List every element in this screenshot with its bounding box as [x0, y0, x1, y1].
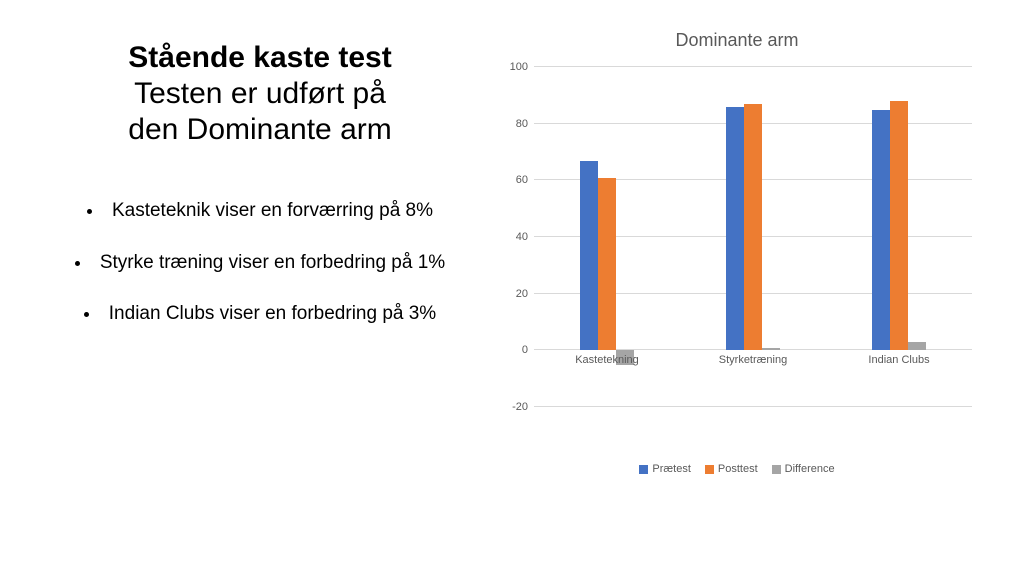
legend-label: Prætest [652, 463, 691, 475]
legend-swatch [705, 465, 714, 474]
bar-difference [762, 348, 780, 351]
y-tick-label: 0 [500, 344, 528, 356]
grid-line [534, 66, 972, 67]
bullet-list: Kasteteknik viser en forværring på 8% St… [60, 198, 460, 327]
bar-difference [908, 342, 926, 351]
right-column: Dominante arm -20 0 20 40 60 80 100 Kasteteknin… [480, 30, 994, 546]
legend-label: Posttest [718, 463, 758, 475]
title-bold: Stående kaste test [60, 40, 460, 76]
bullet-item: Indian Clubs viser en forbedring på 3% [60, 301, 460, 327]
grid-line [534, 406, 972, 407]
chart: -20 0 20 40 60 80 100 Kastetekning Styrketræning… [492, 57, 982, 457]
bar-prætest [872, 110, 890, 351]
y-tick-label: 20 [500, 288, 528, 300]
bar-posttest [890, 101, 908, 350]
x-tick-label: Kastetekning [575, 354, 639, 366]
legend-swatch [772, 465, 781, 474]
bullet-item: Kasteteknik viser en forværring på 8% [60, 198, 460, 224]
bar-prætest [580, 161, 598, 351]
title-light-2: den Dominante arm [60, 112, 460, 148]
legend: Prætest Posttest Difference [480, 463, 994, 475]
y-tick-label: 80 [500, 118, 528, 130]
legend-label: Difference [785, 463, 835, 475]
y-tick-label: -20 [500, 401, 528, 413]
y-tick-label: 100 [500, 61, 528, 73]
legend-swatch [639, 465, 648, 474]
chart-title: Dominante arm [480, 30, 994, 51]
y-tick-label: 60 [500, 174, 528, 186]
plot-area: -20020406080100KastetekningStyrketræning… [534, 67, 972, 407]
x-tick-label: Styrketræning [719, 354, 787, 366]
y-tick-label: 40 [500, 231, 528, 243]
bar-posttest [744, 104, 762, 351]
bullet-item: Styrke træning viser en forbedring på 1% [60, 250, 460, 276]
title-block: Stående kaste test Testen er udført på d… [60, 40, 460, 148]
x-tick-label: Indian Clubs [868, 354, 929, 366]
title-light-1: Testen er udført på [60, 76, 460, 112]
left-column: Stående kaste test Testen er udført på d… [60, 30, 480, 546]
bar-prætest [726, 107, 744, 351]
bar-posttest [598, 178, 616, 351]
slide: Stående kaste test Testen er udført på d… [0, 0, 1024, 576]
